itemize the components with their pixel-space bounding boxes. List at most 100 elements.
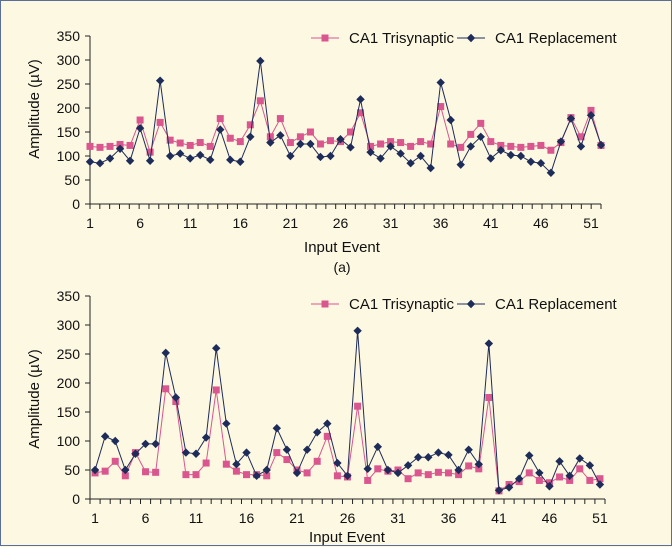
chart-a-series-replacement-point [526, 157, 536, 166]
chart-a-series-replacement-point [396, 149, 405, 158]
chart-b-y-tick-label: 350 [57, 288, 81, 304]
chart-b-series-replacement-point [514, 474, 524, 483]
chart-b-series-trisynaptic-point [434, 468, 442, 476]
chart-b-series-trisynaptic-point [475, 465, 483, 473]
chart-b-x-tick-label: 26 [340, 510, 356, 526]
chart-a-series-replacement-point [536, 159, 546, 168]
chart-a-series-trisynaptic-point [417, 138, 425, 146]
chart-a-series-replacement-point [185, 154, 195, 163]
chart-b-series-trisynaptic-point [323, 432, 331, 440]
chart-a-series-replacement-point [226, 155, 235, 165]
chart-b-series-trisynaptic-point [485, 394, 493, 401]
chart-a-x-tick-label: 36 [433, 215, 449, 231]
chart-b-series-replacement-point [434, 448, 443, 457]
chart-b-series-trisynaptic-point [182, 471, 190, 479]
chart-b-series-replacement-point [262, 465, 271, 475]
chart-a-series-replacement-point [416, 151, 425, 161]
chart-a-series-replacement-point [145, 156, 155, 165]
chart-a: Amplitude (µV) Input Event (a) CA1 Trisy… [26, 30, 618, 275]
chart-a-series-replacement-point [85, 157, 95, 166]
chart-b-x-tick-label: 1 [91, 510, 99, 526]
chart-b-series-trisynaptic-point [243, 471, 251, 479]
chart-a-series-trisynaptic-point [296, 133, 304, 141]
chart-a-series-trisynaptic-point [306, 128, 314, 136]
chart-b-series-replacement-point [313, 428, 322, 437]
chart-a-series-trisynaptic-point [447, 140, 455, 148]
chart-a-x-tick-label: 21 [283, 215, 299, 231]
chart-a-series-trisynaptic-point [367, 142, 375, 150]
chart-a-series-trisynaptic-point [206, 142, 214, 150]
chart-a-series-replacement-point [456, 160, 465, 169]
chart-b-series-replacement-point [212, 344, 221, 353]
chart-a-legend-replacement-marker [466, 33, 476, 43]
chart-b-series-trisynaptic-point [364, 476, 372, 484]
chart-a-series-trisynaptic-point [437, 103, 445, 111]
chart-b-x-tick-label: 41 [491, 510, 507, 526]
chart-b-series-replacement-point [151, 439, 160, 449]
chart-b-x-tick-label: 21 [289, 510, 305, 526]
chart-b-series-trisynaptic-point [455, 471, 463, 479]
chart-b-series-replacement-point [373, 442, 382, 451]
chart-a-series-trisynaptic-point [477, 119, 485, 127]
chart-b-legend-replacement-marker [466, 299, 476, 309]
chart-b-series-replacement-point [444, 450, 453, 460]
chart-b-series-replacement-point [575, 454, 584, 463]
chart-a-x-tick-label: 1 [86, 215, 94, 231]
chart-b-series-replacement-point [333, 458, 342, 468]
chart-b-series-trisynaptic-point [303, 469, 311, 477]
chart-b-y-tick-label: 100 [57, 433, 81, 449]
chart-a-series-trisynaptic-point [256, 97, 264, 105]
chart-a-series-trisynaptic-line [89, 99, 602, 154]
chart-b-series-replacement-point [181, 448, 191, 457]
chart-a-series-replacement-point [175, 149, 185, 158]
chart-a-series-trisynaptic-point [497, 141, 505, 149]
chart-a-y-tick-label: 250 [57, 76, 81, 92]
chart-b-series-trisynaptic-point [192, 471, 200, 479]
chart-a-series-replacement-point [256, 56, 265, 66]
chart-b-legend-trisynaptic-marker [321, 300, 329, 308]
chart-b-series-trisynaptic-point [525, 469, 533, 477]
chart-a-series-trisynaptic-point [166, 136, 174, 144]
chart-a-legend-replacement-label: CA1 Replacement [495, 30, 618, 47]
chart-b-series-replacement-point [252, 471, 261, 480]
chart-b-series-trisynaptic-point [556, 473, 564, 481]
chart-a-series-trisynaptic-point [547, 146, 555, 154]
chart-a-series-replacement-point [426, 163, 435, 173]
chart-a-x-tick-label: 31 [383, 215, 399, 231]
chart-a-series-replacement-point [206, 155, 215, 165]
chart-b-series-replacement-point [535, 468, 544, 478]
chart-a-series-trisynaptic-point [186, 141, 194, 149]
chart-b-x-tick-label: 51 [592, 510, 608, 526]
chart-b-series-replacement-point [525, 451, 534, 460]
chart-b-legend-replacement-label: CA1 Replacement [495, 296, 618, 313]
chart-b-series-replacement-point [141, 439, 150, 449]
chart-b-series-replacement-point [413, 453, 423, 462]
chart-a-series-trisynaptic-point [527, 142, 535, 150]
chart-b-series-trisynaptic-point [142, 468, 150, 476]
chart-a-series-replacement-point [266, 138, 275, 147]
chart-b-series-replacement-point [494, 486, 504, 495]
chart-b-x-tick-label: 36 [441, 510, 457, 526]
chart-a-series-replacement-point [276, 131, 285, 140]
chart-b-series-trisynaptic-point [162, 385, 170, 393]
chart-b-series-trisynaptic-point [333, 472, 341, 480]
chart-a-series-replacement-point [406, 159, 415, 168]
chart-b-y-tick-label: 200 [57, 375, 81, 391]
chart-b-series-trisynaptic-point [576, 465, 584, 473]
chart-b-y-tick-label: 150 [57, 404, 81, 420]
chart-b: Amplitude (µV) Input Event CA1 Trisynapt… [26, 296, 618, 546]
chart-a-series-trisynaptic-point [236, 138, 244, 146]
chart-b-series-replacement-point [454, 465, 463, 475]
chart-a-x-tick-label: 26 [333, 215, 349, 231]
chart-b-x-tick-label: 31 [390, 510, 406, 526]
chart-b-series-trisynaptic-point [263, 472, 271, 480]
chart-b-series-trisynaptic-point [313, 457, 321, 465]
chart-b-series-replacement-point [484, 339, 494, 348]
chart-a-series-replacement-point [216, 125, 225, 134]
chart-a-series-replacement-point [286, 151, 295, 161]
chart-a-y-tick-label: 300 [57, 52, 81, 68]
chart-a-y-tick-label: 100 [57, 148, 81, 164]
chart-a-series-replacement-point [105, 154, 115, 163]
